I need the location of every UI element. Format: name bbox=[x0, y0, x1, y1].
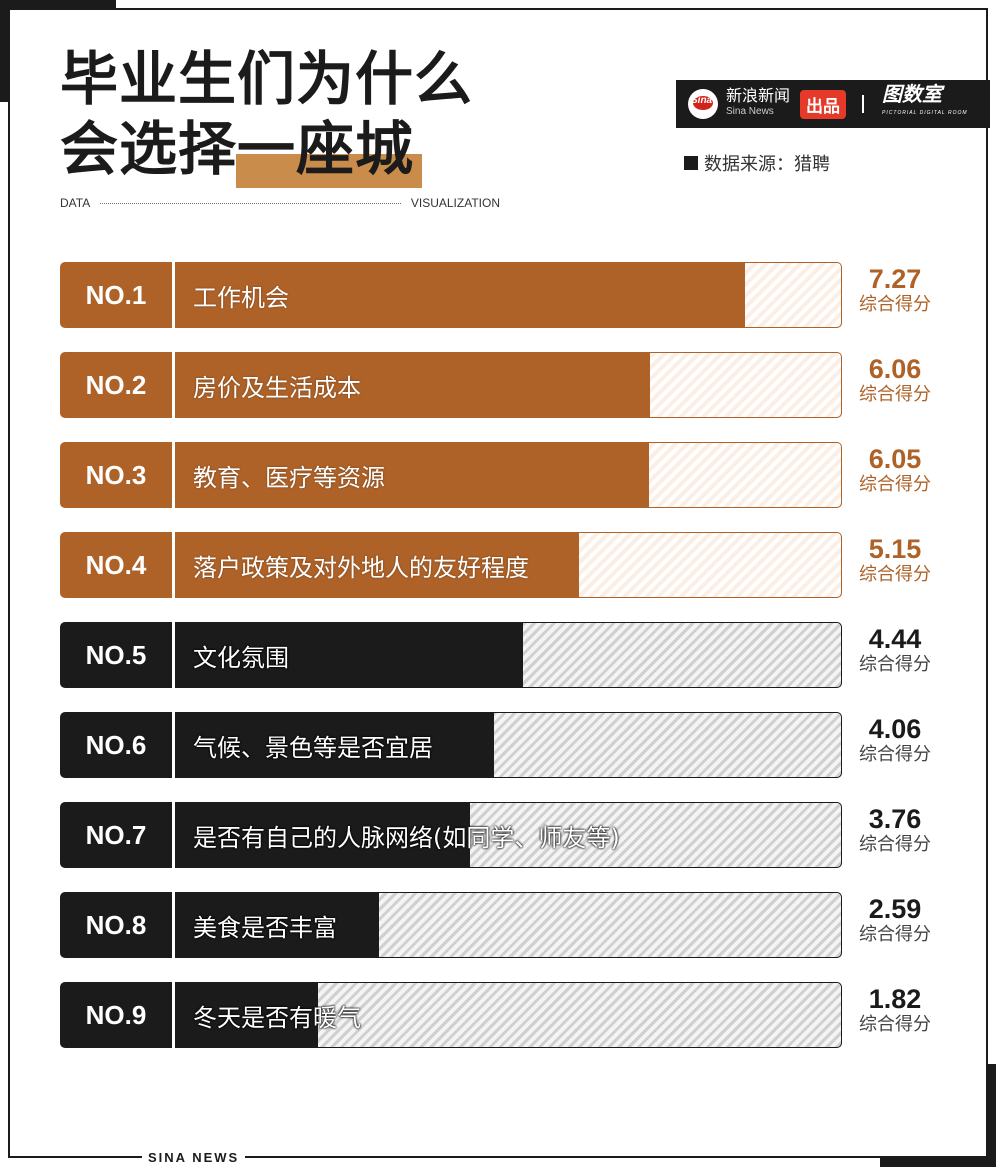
score-block: 5.15 综合得分 bbox=[850, 534, 940, 586]
brand-name-en: Sina News bbox=[726, 106, 774, 117]
score-block: 6.05 综合得分 bbox=[850, 444, 940, 496]
corner-mark-bottom-right bbox=[880, 1158, 996, 1167]
rank-label: NO.2 bbox=[60, 352, 172, 418]
score-block: 4.44 综合得分 bbox=[850, 624, 940, 676]
category-label: 房价及生活成本 bbox=[193, 373, 361, 402]
bar-fill bbox=[176, 263, 745, 327]
rank-label: NO.9 bbox=[60, 982, 172, 1048]
bar-row: NO.3 教育、医疗等资源 6.05 综合得分 bbox=[60, 442, 931, 508]
bar-track: 教育、医疗等资源 bbox=[175, 442, 842, 508]
score-block: 1.82 综合得分 bbox=[850, 984, 940, 1036]
value-label: 6.05 bbox=[868, 444, 922, 474]
bar-fill bbox=[176, 983, 318, 1047]
bar-fill bbox=[176, 713, 494, 777]
title-line-2: 会选择一座城 bbox=[60, 115, 415, 183]
score-caption: 综合得分 bbox=[859, 384, 931, 405]
title-highlight bbox=[236, 154, 422, 188]
value-label: 1.82 bbox=[868, 984, 922, 1014]
brand-bar: Sina 新浪新闻 Sina News 出品 图数室 PICTORIAL DIG… bbox=[676, 80, 990, 128]
bar-track: 美食是否丰富 bbox=[175, 892, 842, 958]
category-label: 美食是否丰富 bbox=[193, 913, 337, 942]
corner-mark-top-left bbox=[0, 0, 116, 9]
score-caption: 综合得分 bbox=[859, 654, 931, 675]
bar-fill bbox=[176, 803, 470, 867]
value-label: 3.76 bbox=[868, 804, 922, 834]
category-label: 气候、景色等是否宜居 bbox=[193, 733, 433, 762]
rank-label: NO.1 bbox=[60, 262, 172, 328]
brand-separator bbox=[862, 95, 865, 113]
value-label: 2.59 bbox=[868, 894, 922, 924]
corner-mark-right bbox=[987, 1064, 996, 1167]
tagline-right: VISUALIZATION bbox=[410, 196, 500, 210]
page-title: 毕业生们为什么 会选择一座城 bbox=[60, 44, 473, 184]
bar-track: 是否有自己的人脉网络(如同学、师友等) bbox=[175, 802, 842, 868]
score-caption: 综合得分 bbox=[859, 294, 931, 315]
category-label: 是否有自己的人脉网络(如同学、师友等) bbox=[193, 823, 620, 852]
score-block: 7.27 综合得分 bbox=[850, 264, 940, 316]
bar-row: NO.1 工作机会 7.27 综合得分 bbox=[60, 262, 931, 328]
rank-label: NO.4 bbox=[60, 532, 172, 598]
score-block: 4.06 综合得分 bbox=[850, 714, 940, 766]
tagline-dots bbox=[100, 202, 401, 204]
score-caption: 综合得分 bbox=[859, 744, 931, 765]
produced-badge: 出品 bbox=[800, 89, 847, 119]
sina-logo-icon: Sina bbox=[688, 89, 718, 119]
score-block: 2.59 综合得分 bbox=[850, 894, 940, 946]
bar-row: NO.2 房价及生活成本 6.06 综合得分 bbox=[60, 352, 931, 418]
bar-row: NO.5 文化氛围 4.44 综合得分 bbox=[60, 622, 931, 688]
page-frame bbox=[8, 8, 988, 1158]
title-line-1: 毕业生们为什么 bbox=[60, 45, 474, 113]
bar-fill bbox=[176, 443, 649, 507]
bar-track: 气候、景色等是否宜居 bbox=[175, 712, 842, 778]
bar-track: 落户政策及对外地人的友好程度 bbox=[175, 532, 842, 598]
footer-brand: SINA NEWS bbox=[142, 1150, 246, 1165]
partner-name: 图数室 bbox=[882, 84, 943, 106]
score-caption: 综合得分 bbox=[859, 834, 931, 855]
partner-logo: 图数室 PICTORIAL DIGITAL ROOM bbox=[882, 84, 968, 122]
score-caption: 综合得分 bbox=[859, 1014, 931, 1035]
bar-row: NO.6 气候、景色等是否宜居 4.06 综合得分 bbox=[60, 712, 931, 778]
score-caption: 综合得分 bbox=[859, 474, 931, 495]
bar-fill bbox=[176, 353, 650, 417]
corner-mark-left bbox=[0, 0, 9, 102]
source-square-icon bbox=[684, 156, 698, 170]
rank-label: NO.6 bbox=[60, 712, 172, 778]
brand-name: 新浪新闻 Sina News bbox=[726, 89, 790, 119]
bar-track: 文化氛围 bbox=[175, 622, 842, 688]
rank-label: NO.7 bbox=[60, 802, 172, 868]
bar-row: NO.4 落户政策及对外地人的友好程度 5.15 综合得分 bbox=[60, 532, 931, 598]
value-label: 5.15 bbox=[868, 534, 922, 564]
rank-label: NO.5 bbox=[60, 622, 172, 688]
data-source: 数据来源：猎聘 bbox=[684, 150, 830, 176]
value-label: 4.06 bbox=[868, 714, 922, 744]
bar-track: 工作机会 bbox=[175, 262, 842, 328]
category-label: 文化氛围 bbox=[193, 643, 289, 672]
value-label: 4.44 bbox=[868, 624, 922, 654]
rank-label: NO.3 bbox=[60, 442, 172, 508]
rank-label: NO.8 bbox=[60, 892, 172, 958]
category-label: 落户政策及对外地人的友好程度 bbox=[193, 553, 529, 582]
value-label: 7.27 bbox=[868, 264, 922, 294]
tagline: DATA VISUALIZATION bbox=[60, 196, 500, 210]
bar-row: NO.8 美食是否丰富 2.59 综合得分 bbox=[60, 892, 931, 958]
bar-row: NO.7 是否有自己的人脉网络(如同学、师友等) 3.76 综合得分 bbox=[60, 802, 931, 868]
category-label: 工作机会 bbox=[193, 283, 289, 312]
score-block: 6.06 综合得分 bbox=[850, 354, 940, 406]
bar-fill bbox=[176, 533, 579, 597]
score-caption: 综合得分 bbox=[859, 924, 931, 945]
category-label: 冬天是否有暖气 bbox=[193, 1003, 361, 1032]
score-caption: 综合得分 bbox=[859, 564, 931, 585]
bar-fill bbox=[176, 623, 523, 687]
bar-track: 房价及生活成本 bbox=[175, 352, 842, 418]
partner-name-en: PICTORIAL DIGITAL ROOM bbox=[882, 110, 968, 116]
score-block: 3.76 综合得分 bbox=[850, 804, 940, 856]
value-label: 6.06 bbox=[868, 354, 922, 384]
source-text: 数据来源：猎聘 bbox=[704, 154, 830, 174]
tagline-left: DATA bbox=[60, 196, 91, 210]
bar-row: NO.9 冬天是否有暖气 1.82 综合得分 bbox=[60, 982, 931, 1048]
category-label: 教育、医疗等资源 bbox=[193, 463, 385, 492]
bar-track: 冬天是否有暖气 bbox=[175, 982, 842, 1048]
bar-fill bbox=[176, 893, 379, 957]
brand-name-cn: 新浪新闻 bbox=[726, 88, 791, 105]
